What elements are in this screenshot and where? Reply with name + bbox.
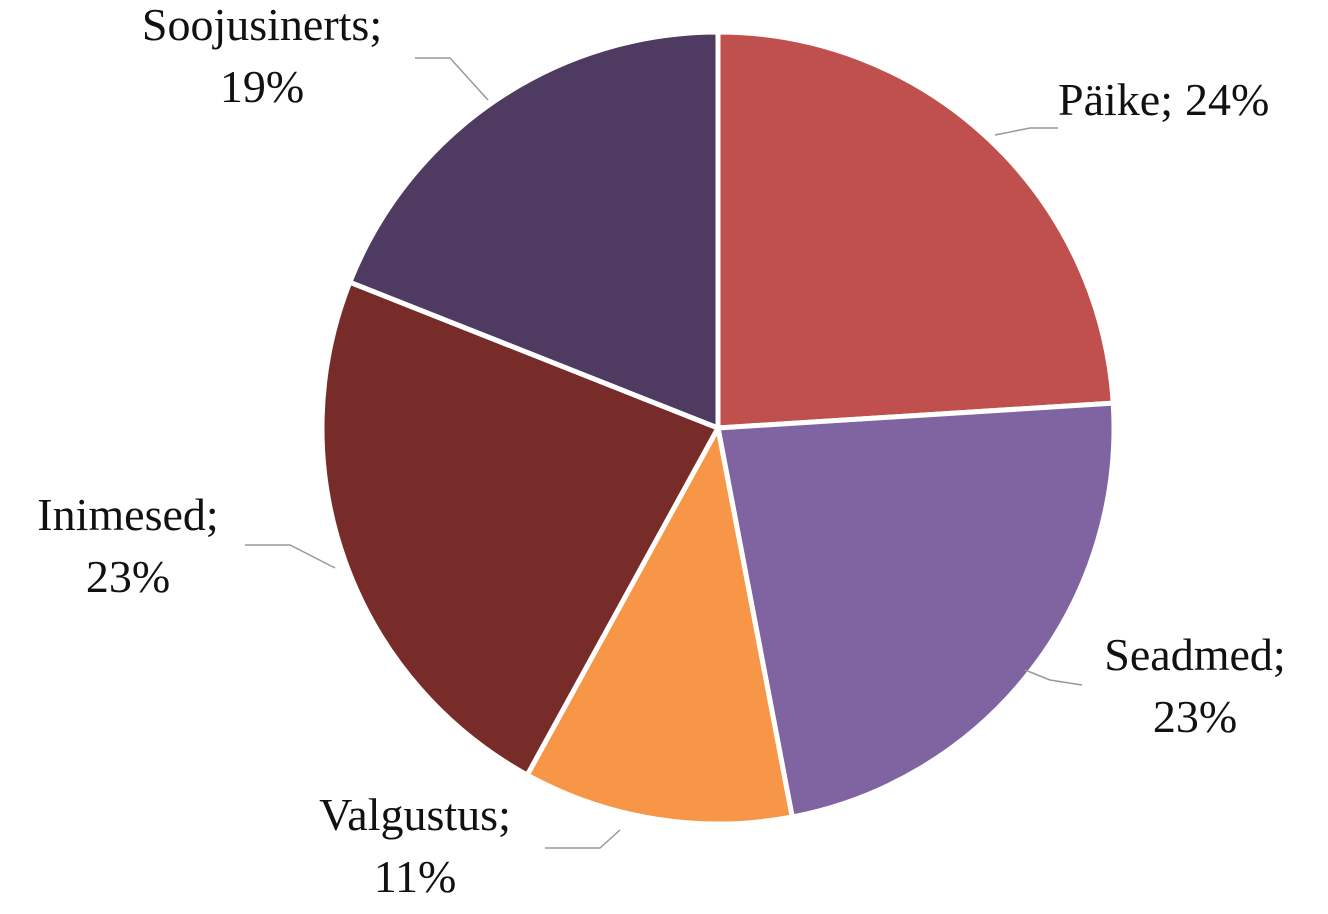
data-label: Seadmed; 23%: [1104, 629, 1285, 742]
value-label: 23%: [86, 551, 170, 602]
data-label: Päike; 24%: [1058, 74, 1269, 125]
value-label: 24%: [1185, 74, 1269, 125]
label-separator: ;: [498, 789, 511, 840]
leader-line: [994, 127, 1058, 136]
pie-slice: [715, 400, 1117, 820]
data-label: Inimesed; 23%: [37, 489, 218, 602]
data-label: Valgustus; 11%: [319, 789, 511, 902]
label-separator: ;: [206, 489, 219, 540]
leader-line: [245, 544, 336, 569]
pie-slice: [346, 29, 721, 432]
pie-slice: [523, 420, 796, 827]
data-label: Soojusinerts; 19%: [142, 0, 382, 112]
pie-slice: [319, 278, 722, 779]
pie-slice: [715, 29, 1116, 431]
leader-line: [415, 57, 489, 101]
leader-line: [545, 829, 621, 849]
category-name: Päike: [1058, 74, 1160, 125]
label-separator: ;: [1160, 74, 1173, 125]
value-label: 19%: [220, 61, 304, 112]
category-name: Seadmed: [1104, 629, 1273, 680]
value-label: 23%: [1153, 691, 1237, 742]
category-name: Valgustus: [319, 789, 498, 840]
label-separator: ;: [1273, 629, 1286, 680]
label-separator: ;: [369, 0, 382, 50]
leader-line: [1024, 669, 1083, 686]
category-name: Soojusinerts: [142, 0, 369, 50]
category-name: Inimesed: [37, 489, 206, 540]
value-label: 11%: [374, 851, 457, 902]
